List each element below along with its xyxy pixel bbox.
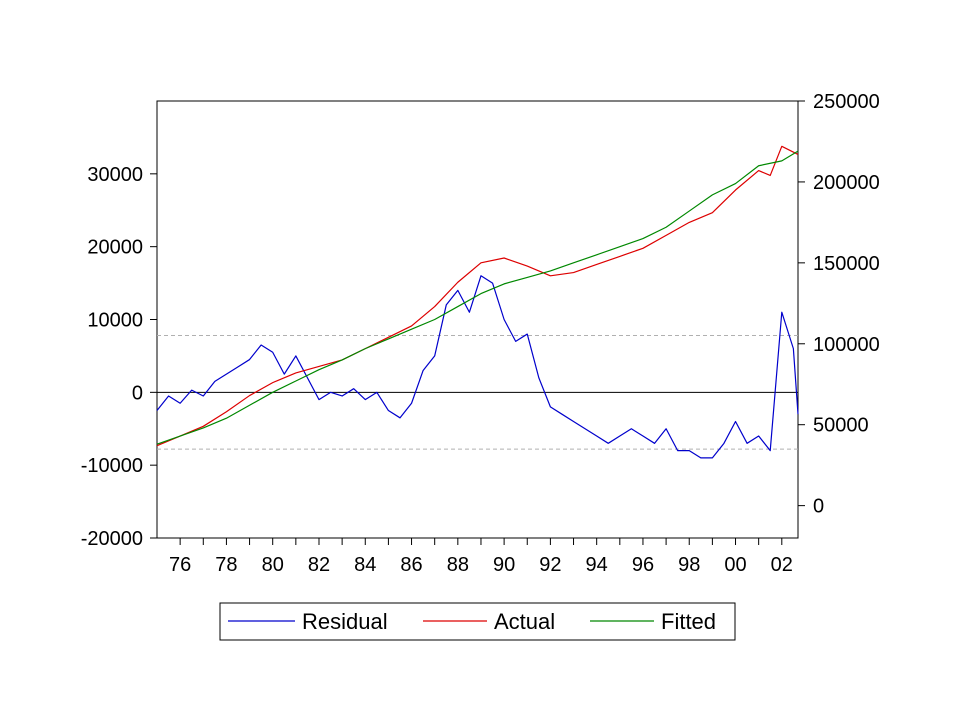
series-line-residual xyxy=(156,275,799,459)
x-tick-label-4: 84 xyxy=(354,554,376,576)
right-tick-label-4: 200000 xyxy=(813,172,880,194)
left-tick-label-5: 30000 xyxy=(87,164,143,186)
right-axis: 0 50000 100000 150000 200000 250000 xyxy=(798,91,880,518)
x-tick-label-11: 98 xyxy=(678,554,700,576)
left-tick-label-1: -10000 xyxy=(81,455,143,477)
x-tick-label-10: 96 xyxy=(632,554,654,576)
series-line-fitted xyxy=(156,150,799,445)
x-axis: 76 78 80 82 84 86 88 90 92 94 96 98 00 02 xyxy=(169,538,793,576)
right-tick-label-2: 100000 xyxy=(813,334,880,356)
right-tick-label-1: 50000 xyxy=(813,415,869,437)
x-tick-label-6: 88 xyxy=(447,554,469,576)
x-tick-label-5: 86 xyxy=(400,554,422,576)
left-axis: -20000 -10000 0 10000 20000 30000 xyxy=(81,164,157,550)
x-tick-label-8: 92 xyxy=(539,554,561,576)
left-tick-label-0: -20000 xyxy=(81,528,143,550)
left-tick-label-2: 0 xyxy=(132,382,143,404)
series-line-actual xyxy=(156,145,799,447)
x-tick-label-9: 94 xyxy=(586,554,608,576)
x-tick-label-2: 80 xyxy=(262,554,284,576)
left-tick-label-3: 10000 xyxy=(87,310,143,332)
legend-label-fitted: Fitted xyxy=(661,609,716,634)
left-tick-label-4: 20000 xyxy=(87,237,143,259)
legend-label-actual: Actual xyxy=(494,609,555,634)
x-tick-label-3: 82 xyxy=(308,554,330,576)
x-tick-label-13: 02 xyxy=(771,554,793,576)
x-tick-label-1: 78 xyxy=(215,554,237,576)
legend-label-residual: Residual xyxy=(302,609,388,634)
legend: Residual Actual Fitted xyxy=(219,602,736,641)
x-tick-label-7: 90 xyxy=(493,554,515,576)
x-tick-label-12: 00 xyxy=(724,554,746,576)
right-tick-label-0: 0 xyxy=(813,496,824,518)
right-tick-label-3: 150000 xyxy=(813,253,880,275)
series-layer xyxy=(156,145,799,459)
reference-lines xyxy=(157,335,798,450)
plot-area xyxy=(156,100,799,539)
x-tick-label-0: 76 xyxy=(169,554,191,576)
right-tick-label-5: 250000 xyxy=(813,91,880,113)
